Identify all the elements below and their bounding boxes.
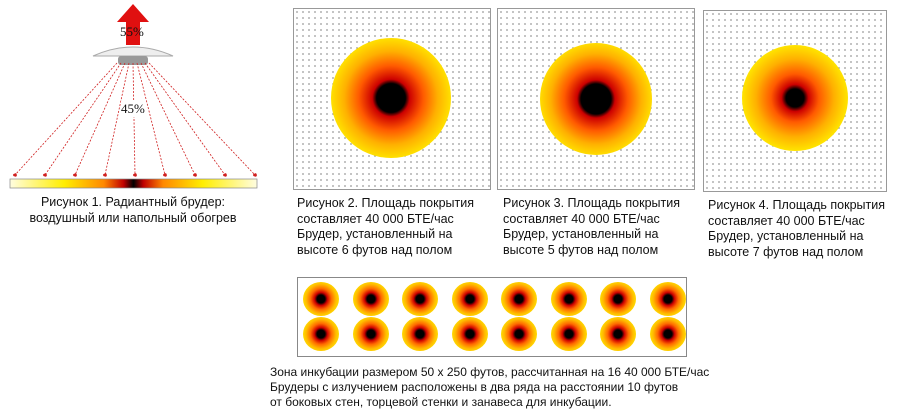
heat-zone <box>540 43 652 155</box>
brooder-heat-spot <box>352 282 389 316</box>
brooder-heat-spot <box>451 282 488 316</box>
brooder-heat-spot <box>600 317 636 351</box>
heat-ray <box>132 62 136 176</box>
up-percent: 55% <box>120 24 144 39</box>
figure-1-caption: Рисунок 1. Радиантный брудер: воздушный … <box>29 195 237 225</box>
brooder-heat-spot <box>649 282 686 316</box>
heat-ray <box>136 62 166 176</box>
ray-arrowhead <box>13 173 17 177</box>
heat-ray <box>144 62 226 176</box>
brooder-heat-spot <box>501 282 537 316</box>
heat-ray <box>74 62 126 176</box>
heat-zone <box>742 45 848 151</box>
heat-ray <box>104 62 130 176</box>
ray-arrowhead <box>193 173 197 177</box>
heat-rays <box>13 62 257 177</box>
figure-2-grid <box>293 8 491 190</box>
brooder-heat-spot <box>303 282 339 316</box>
heat-ray <box>44 62 122 176</box>
ray-arrowhead <box>133 173 137 177</box>
down-percent: 45% <box>121 101 145 117</box>
up-arrow-icon <box>117 4 149 45</box>
heat-ray <box>148 62 256 176</box>
brooder-heat-spot <box>550 317 587 351</box>
brooder-heat-spot <box>402 282 438 316</box>
brooder-heat-spot <box>352 317 389 351</box>
figure-3-caption: Рисунок 3. Площадь покрытия составляет 4… <box>503 196 681 257</box>
figure-2-caption: Рисунок 2. Площадь покрытия составляет 4… <box>297 196 475 257</box>
brooder-heat-spot <box>501 317 537 351</box>
brooder-layout <box>297 277 687 357</box>
brooder-heat-spot <box>451 317 488 351</box>
brooder-heat-spot <box>649 317 686 351</box>
heat-ray <box>140 62 196 176</box>
brooder-diagram <box>9 4 258 189</box>
layout-caption: Зона инкубации размером 50 х 250 футов, … <box>270 365 710 409</box>
ray-arrowhead <box>73 173 77 177</box>
ray-arrowhead <box>223 173 227 177</box>
ray-arrowhead <box>163 173 167 177</box>
ray-arrowhead <box>43 173 47 177</box>
heat-bar <box>9 178 258 189</box>
brooder-hood <box>92 46 174 57</box>
heat-ray <box>14 62 118 176</box>
ray-arrowhead <box>253 173 257 177</box>
brooder-heat-spot <box>303 317 339 351</box>
brooder-heat-spot <box>402 317 438 351</box>
figure-3-grid <box>497 8 695 190</box>
brooder-body <box>118 56 148 65</box>
heat-zone <box>331 38 451 158</box>
figure-4-grid <box>703 10 887 192</box>
ray-arrowhead <box>103 173 107 177</box>
figure-4-caption: Рисунок 4. Площадь покрытия составляет 4… <box>708 198 886 259</box>
brooder-heat-spot <box>550 282 587 316</box>
brooder-heat-spot <box>600 282 636 316</box>
